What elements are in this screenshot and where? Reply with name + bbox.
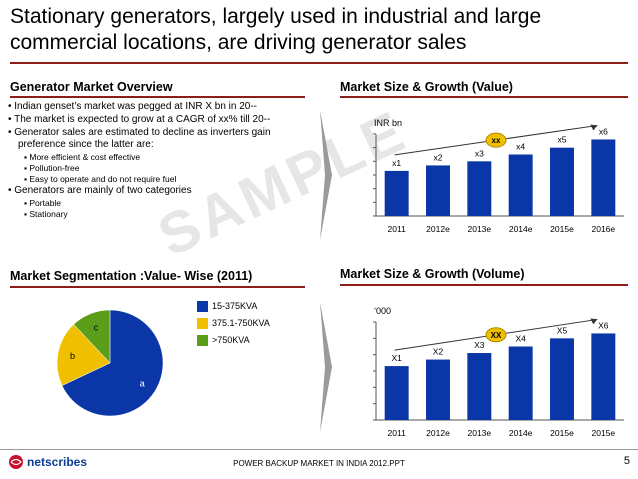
value-bar-chart: INR bn x1 2011 x2 2012e x3 2013e x4 2014e x5 2015e… [373,118,624,234]
overview-bullet: • Indian genset’s market was pegged at I… [8,101,258,112]
volume-category-label: 2015e [592,428,616,438]
volume-y-axis-label: ‘000 [374,306,391,316]
value-bar [426,165,450,216]
volume-data-label: X5 [557,325,568,335]
value-category-label: 2013e [468,224,492,234]
pie-legend: 15-375KVA 375.1-750KVA >750KVA [197,299,270,350]
volume-data-label: X6 [598,320,609,330]
volume-category-label: 2011 [388,428,407,438]
volume-category-label: 2014e [509,428,533,438]
legend-label: >750KVA [212,335,250,345]
pie-slice-b [56,324,111,386]
value-chart-heading: Market Size & Growth (Value) [340,80,513,94]
volume-cagr-badge [485,327,507,343]
volume-cagr-label: XX [491,331,502,340]
legend-entry: >750KVA [197,333,270,347]
pie-slice-label: a [140,378,145,388]
company-logo: netscribes [8,454,87,470]
logo-text: netscribes [27,455,88,469]
volume-bar [591,333,616,420]
value-growth-arrowhead [590,124,598,131]
value-bar [550,147,574,216]
chevron-right-icon-bottom [320,302,332,432]
volume-data-label: X1 [391,353,402,363]
legend-label: 15-375KVA [212,301,258,311]
legend-entry: 375.1-750KVA [197,316,270,330]
value-data-label: x4 [516,142,525,152]
value-category-label: 2012e [426,224,450,234]
overview-sub-bullet: ▪ More efficient & cost effective [24,152,141,162]
value-bar [467,161,492,216]
value-bar [508,154,533,216]
legend-label: 375.1-750KVA [212,318,270,328]
volume-growth-arrowhead [590,318,598,325]
pie-slice-c [73,309,111,364]
pie-slice-label: b [70,351,75,361]
value-data-label: x3 [475,148,484,158]
value-category-label: 2015e [550,224,574,234]
value-category-label: 2011 [388,224,407,234]
overview-bullets: • Indian genset’s market was pegged at I… [8,101,300,220]
volume-bar [384,366,409,420]
volume-category-label: 2015e [550,428,574,438]
logo-globe-icon [9,455,23,469]
volume-bar-chart: ‘000 X1 2011 X2 2012e X3 2013e X4 2014e X5 2015e X6… [373,306,624,438]
value-bar [591,139,616,216]
volume-bar [550,338,574,420]
overview-sub-bullet: ▪ Pollution-free [24,163,80,173]
title-divider [10,62,628,64]
legend-entry: 15-375KVA [197,299,270,313]
overview-rule [10,96,305,98]
value-data-label: x6 [599,126,608,136]
overview-bullet: • The market is expected to grow at a CA… [8,114,271,125]
segmentation-heading: Market Segmentation :Value- Wise (2011) [10,269,253,283]
volume-category-label: 2012e [426,428,450,438]
value-cagr-label: xx [492,136,501,145]
segmentation-pie-chart: a b c [56,309,164,417]
pie-slice-label: c [94,323,99,333]
overview-bullet: • Generators are mainly of two categorie… [8,185,192,196]
overview-bullet: • Generator sales are estimated to decli… [8,127,271,150]
legend-swatch [197,334,208,346]
overview-sub-bullet: ▪ Easy to operate and do not require fue… [24,174,177,184]
legend-swatch [197,300,208,312]
volume-chart-heading: Market Size & Growth (Volume) [340,267,525,281]
value-bar [384,170,409,216]
volume-data-label: X3 [474,340,485,350]
page-number: 5 [623,455,630,467]
volume-bar [508,346,533,420]
overview-sub-bullet: ▪ Portable [24,198,62,208]
volume-bar [426,359,450,420]
value-y-axis-label: INR bn [374,118,402,128]
segmentation-rule [10,286,305,288]
value-category-label: 2014e [509,224,533,234]
value-category-label: 2016e [592,224,616,234]
value-cagr-badge [485,132,507,148]
volume-bar [467,353,492,420]
value-data-label: x2 [434,152,443,162]
pie-slice-a [61,309,164,417]
volume-data-label: X4 [515,334,526,344]
value-data-label: x1 [392,158,401,168]
overview-heading: Generator Market Overview [10,80,173,94]
footer-text: POWER BACKUP MARKET IN INDIA 2012.PPT [233,459,405,468]
value-chart-rule [340,96,628,98]
legend-swatch [197,317,208,329]
overview-sub-bullet: ▪ Stationary [24,209,68,219]
value-data-label: x5 [558,135,567,145]
volume-chart-rule [340,284,628,286]
volume-data-label: X2 [433,347,444,357]
chevron-right-icon-top [320,110,332,240]
volume-category-label: 2013e [468,428,492,438]
footer-divider [0,449,638,450]
slide-title: Stationary generators, largely used in i… [10,5,542,54]
